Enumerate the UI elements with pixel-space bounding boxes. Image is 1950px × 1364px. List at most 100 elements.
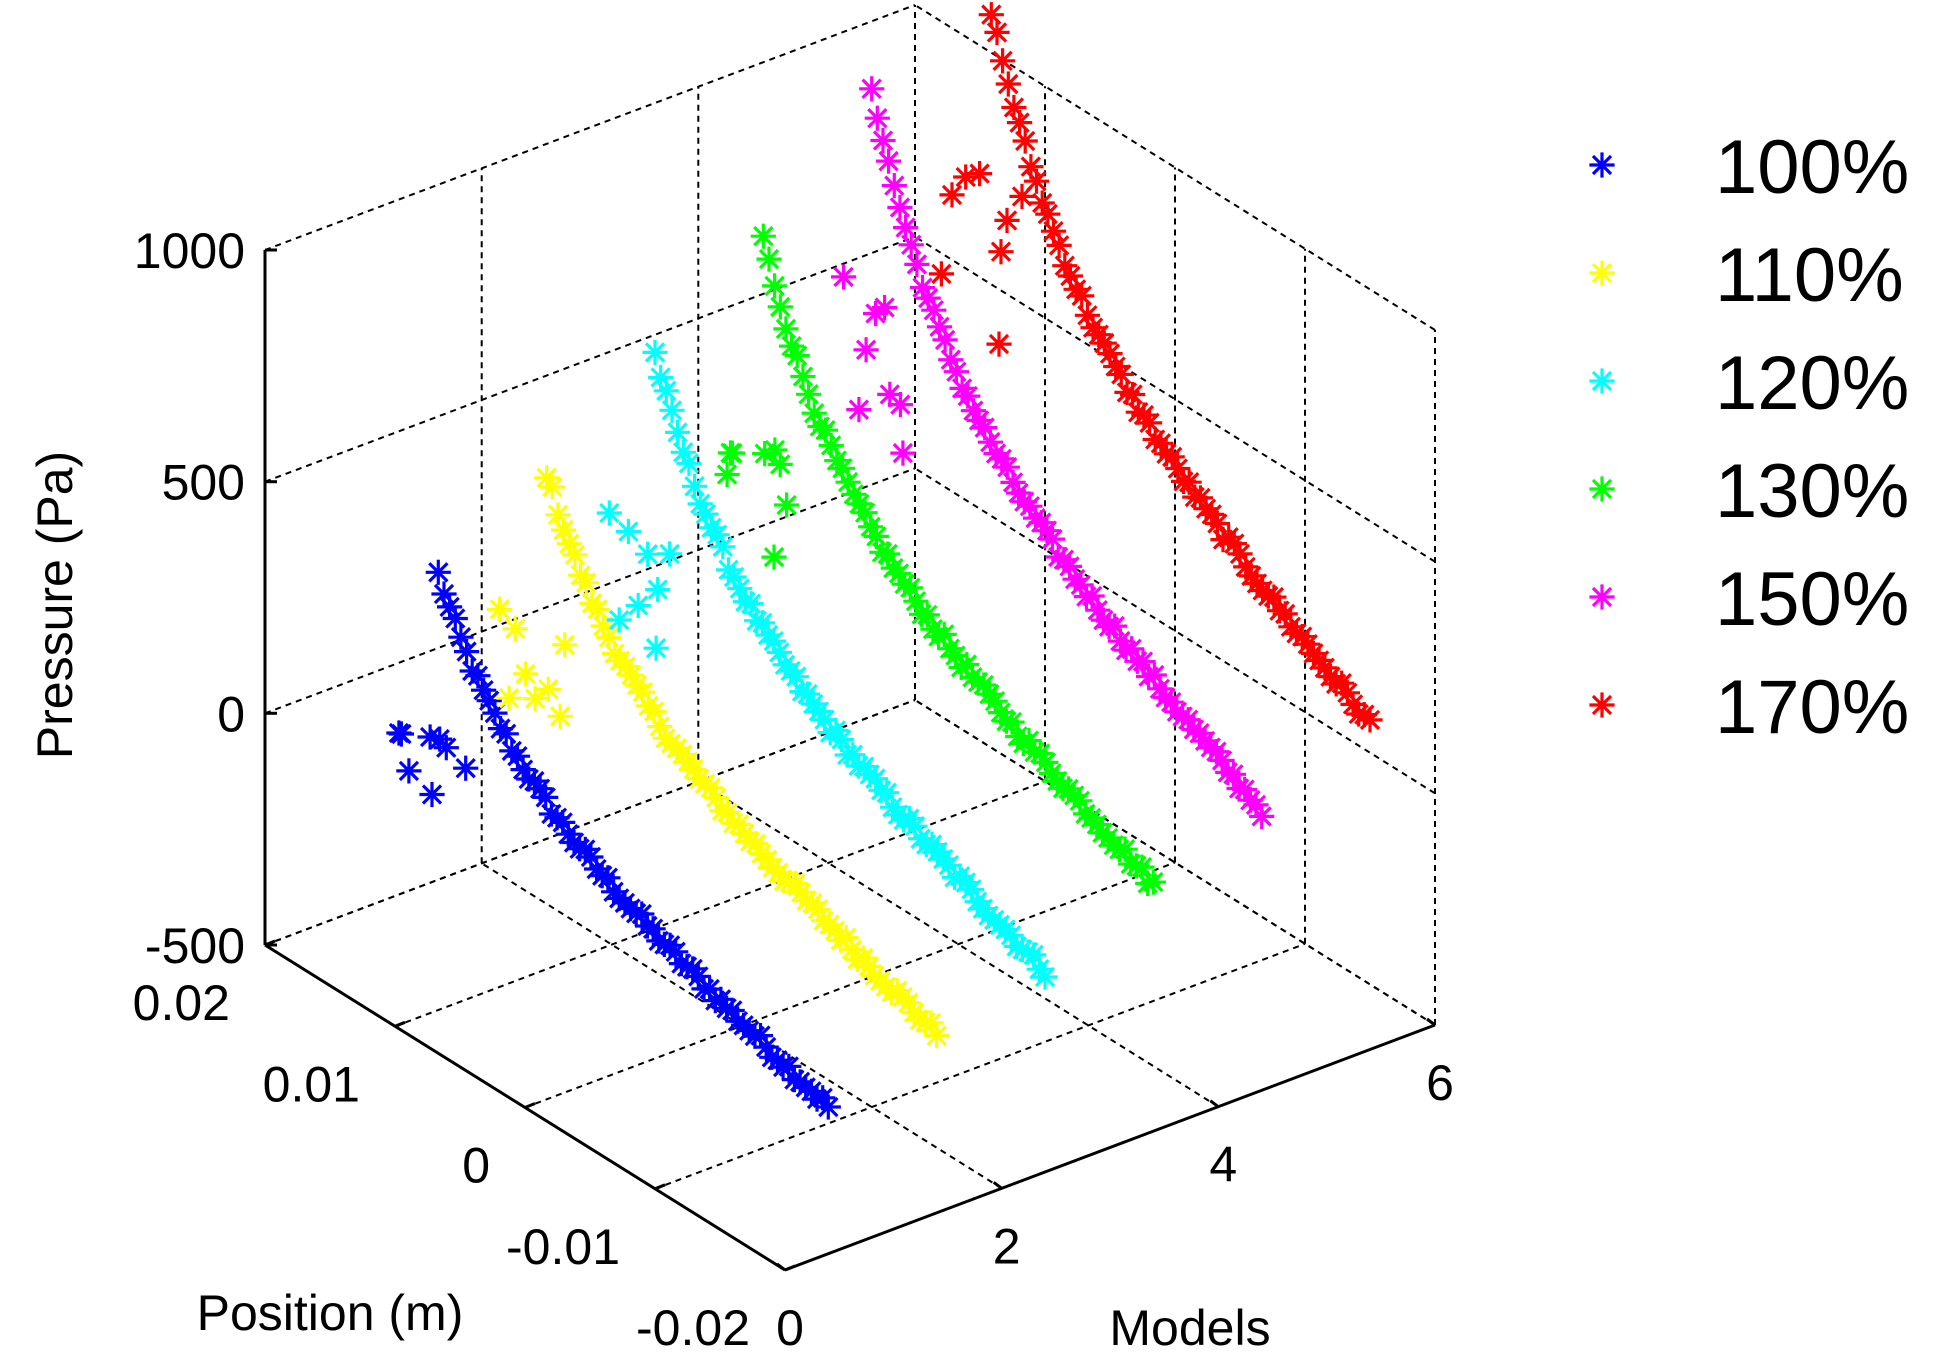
series-4-point-24-stroke-3 bbox=[997, 457, 1018, 478]
series-4-point-6-stroke-3 bbox=[895, 217, 916, 238]
series-2-outlier-1 bbox=[643, 635, 669, 661]
series-4-point-53-stroke-3 bbox=[1161, 692, 1182, 713]
series-5-point-25-stroke-3 bbox=[1111, 364, 1132, 385]
series-4-point-61-stroke-3 bbox=[1206, 741, 1227, 762]
series-0-point-58-stroke-3 bbox=[755, 1036, 777, 1058]
series-2-point-7 bbox=[681, 473, 708, 499]
legend-label-0: 100% bbox=[1715, 125, 1909, 210]
series-4-outlier-0-stroke-3 bbox=[879, 384, 900, 405]
series-5-outlier-4 bbox=[986, 331, 1012, 357]
series-1-point-41-stroke-3 bbox=[768, 862, 789, 883]
series-1-point-32 bbox=[714, 799, 741, 826]
series-0-point-69 bbox=[815, 1094, 841, 1120]
series-5-outlier-7 bbox=[928, 261, 955, 287]
series-5-point-23-stroke-3 bbox=[1099, 343, 1121, 364]
series-2-outlier-7 bbox=[635, 541, 661, 567]
series-2-point-3-stroke-3 bbox=[661, 400, 683, 421]
series-2-point-8-stroke-3 bbox=[690, 493, 711, 515]
series-4-outlier-5 bbox=[890, 440, 916, 466]
series-5-outlier-6 bbox=[988, 239, 1014, 265]
series-0-point-48-stroke-3 bbox=[699, 978, 720, 1000]
series-5-point-9-stroke-3 bbox=[1020, 156, 1042, 177]
grid-backxz-z-1 bbox=[264, 467, 916, 715]
y-axis-title: Position (m) bbox=[197, 1285, 464, 1341]
series-4-point-1-stroke-3 bbox=[867, 108, 888, 129]
grid-floor-x-1 bbox=[481, 862, 1003, 1190]
series-3-point-67 bbox=[1129, 854, 1155, 880]
series-5-point-30-stroke-3 bbox=[1139, 412, 1160, 434]
legend-marker-3-stroke-3 bbox=[1591, 478, 1613, 500]
series-0-outlier-6-stroke-3 bbox=[455, 758, 476, 779]
series-5-point-39-stroke-3 bbox=[1190, 487, 1211, 509]
label-layer: 0 2 4 6 0.02 0.01 0 -0.01 -0.02 -500 0 500 1000 Model… bbox=[27, 223, 1454, 1356]
series-2-point-11-stroke-3 bbox=[707, 524, 728, 545]
z-tick-label-0: -500 bbox=[145, 918, 245, 974]
series-4-point-20-stroke-3 bbox=[974, 417, 995, 438]
series-0-outlier-7 bbox=[427, 726, 453, 752]
series-5-point-64-stroke-3 bbox=[1331, 673, 1352, 694]
series-4-point-13 bbox=[932, 327, 958, 353]
series-3-point-11-stroke-3 bbox=[815, 419, 836, 441]
series-3-point-2-stroke-3 bbox=[764, 275, 785, 297]
series-4-point-48-stroke-3 bbox=[1132, 651, 1154, 672]
series-0-point-4-stroke-3 bbox=[450, 627, 472, 648]
series-2-point-25-stroke-3 bbox=[786, 666, 807, 687]
series-2-point-1-stroke-3 bbox=[650, 367, 671, 388]
series-2-point-35-stroke-3 bbox=[842, 744, 863, 765]
series-3-point-16-stroke-3 bbox=[843, 484, 864, 505]
series-3-point-47-stroke-3 bbox=[1018, 730, 1040, 751]
series-5-point-14-stroke-3 bbox=[1048, 235, 1070, 256]
series-5-outlier-0-stroke-3 bbox=[969, 163, 990, 184]
series-5-point-12 bbox=[1035, 201, 1061, 227]
series-3-outlier-3-stroke-3 bbox=[716, 464, 738, 485]
series-3-point-64-stroke-3 bbox=[1114, 839, 1136, 860]
series-4-point-21-stroke-3 bbox=[980, 431, 1001, 453]
series-4-outlier-6 bbox=[853, 337, 879, 363]
series-5-point-65-stroke-3 bbox=[1337, 682, 1358, 703]
series-1-point-44-stroke-3 bbox=[785, 873, 806, 894]
y-tick-label-4: -0.02 bbox=[636, 1300, 750, 1356]
series-2-point-12-stroke-3 bbox=[712, 536, 733, 557]
series-2-point-4 bbox=[664, 419, 691, 445]
series-3-point-69 bbox=[1140, 869, 1166, 895]
series-1-outlier-5-stroke-3 bbox=[550, 706, 571, 727]
series-4-point-14-stroke-3 bbox=[940, 349, 961, 370]
legend-marker-4-stroke-3 bbox=[1591, 586, 1613, 608]
series-4-point-28-stroke-3 bbox=[1019, 496, 1041, 517]
series-4-point-43-stroke-3 bbox=[1104, 615, 1125, 637]
y-tick-label-3: -0.01 bbox=[506, 1219, 620, 1275]
series-2-point-29-stroke-3 bbox=[808, 701, 830, 722]
series-2 bbox=[596, 339, 1058, 990]
grid-backxz-z-0 bbox=[264, 699, 916, 946]
grid-floor-x-2 bbox=[697, 780, 1219, 1108]
series-3-point-50-stroke-3 bbox=[1035, 752, 1057, 773]
grid-floor-y-2 bbox=[524, 861, 1176, 1109]
series-3-point-3-stroke-3 bbox=[770, 296, 791, 318]
y-tick-label-0: 0.02 bbox=[133, 975, 230, 1031]
series-2-outlier-5 bbox=[606, 607, 632, 633]
series-5-point-2 bbox=[978, 2, 1004, 28]
series-2-point-4-stroke-3 bbox=[667, 422, 688, 443]
series-0-point-19-stroke-3 bbox=[535, 787, 556, 808]
series-3-point-59-stroke-3 bbox=[1086, 814, 1107, 835]
series-0-point-19 bbox=[533, 784, 559, 811]
x-tick-label-3: 6 bbox=[1426, 1055, 1454, 1111]
series-1-point-53-stroke-3 bbox=[836, 927, 857, 948]
series-2-point-30-stroke-3 bbox=[814, 709, 835, 730]
series-4-point-17-stroke-3 bbox=[957, 385, 978, 407]
series-2-outlier-3 bbox=[645, 576, 671, 603]
series-0-point-3-stroke-3 bbox=[445, 608, 466, 629]
series-1-point-14-stroke-3 bbox=[615, 656, 636, 677]
z-axis-title: Pressure (Pa) bbox=[27, 451, 83, 759]
series-0-point-9-stroke-3 bbox=[479, 690, 500, 711]
series-1-outlier-6-stroke-3 bbox=[524, 688, 546, 709]
series-1-outlier-0-stroke-3 bbox=[489, 599, 510, 620]
series-4-point-35-stroke-3 bbox=[1059, 556, 1080, 577]
series-3-point-18-stroke-3 bbox=[854, 502, 876, 523]
series-3-point-8 bbox=[795, 381, 822, 407]
series-1-outlier-6 bbox=[522, 686, 548, 712]
series-5-point-10 bbox=[1023, 168, 1050, 194]
series-3-point-15-stroke-3 bbox=[837, 471, 859, 493]
series-1-outlier-1 bbox=[496, 685, 522, 711]
